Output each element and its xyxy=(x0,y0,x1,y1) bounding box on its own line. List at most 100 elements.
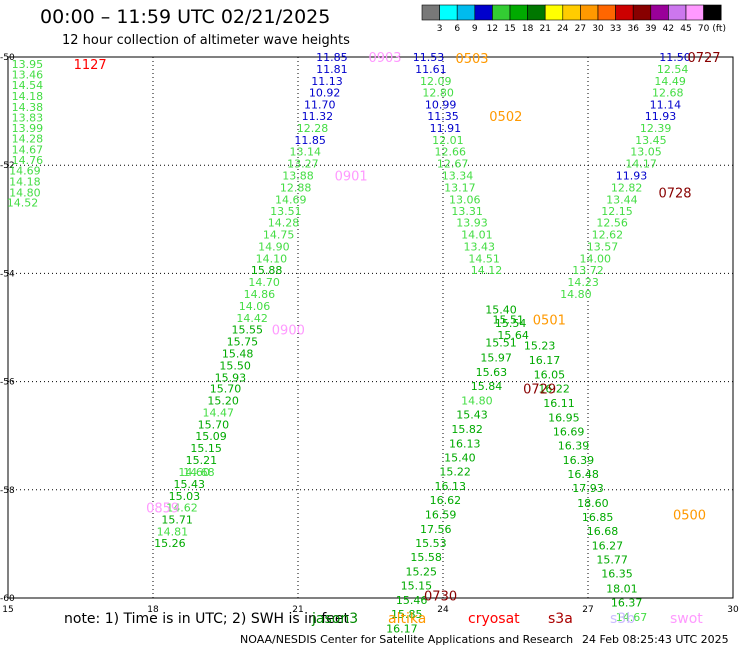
wave-height-label: 12.15 xyxy=(601,205,633,218)
wave-height-label: 14.38 xyxy=(12,101,44,114)
wave-height-label: 13.51 xyxy=(270,205,302,218)
wave-height-label: 14.81 xyxy=(157,525,189,538)
wave-height-label: 15.70 xyxy=(198,418,230,431)
wave-height-label: 15.09 xyxy=(195,430,227,443)
wave-height-label: 15.25 xyxy=(406,565,438,578)
x-tick-label: 24 xyxy=(437,605,449,615)
wave-height-label: 16.17 xyxy=(529,354,561,367)
wave-height-label: 12.54 xyxy=(657,63,689,76)
colorbar-swatch xyxy=(562,4,581,21)
wave-height-label: 15.54 xyxy=(495,317,527,330)
footer-credit: NOAA/NESDIS Center for Satellite Applica… xyxy=(240,633,574,646)
wave-height-label: 13.95 xyxy=(12,58,44,71)
time-annotation: 0903 xyxy=(368,51,401,66)
wave-height-label: 11.93 xyxy=(645,110,677,123)
wave-height-label: 16.39 xyxy=(563,454,595,467)
wave-height-label: 14.18 xyxy=(9,175,41,188)
wave-height-label: 15.85 xyxy=(391,608,423,621)
colorbar-swatch xyxy=(509,4,528,21)
wave-height-label: 11.85 xyxy=(316,51,348,64)
colorbar-label: 3 xyxy=(437,24,443,34)
wave-height-label: 11.50 xyxy=(659,51,691,64)
wave-height-label: 14.51 xyxy=(468,252,500,265)
colorbar-swatch xyxy=(492,4,511,21)
wave-height-label: 11.13 xyxy=(311,75,343,88)
wave-height-label: 15.70 xyxy=(210,383,242,396)
wave-height-label: 12.67 xyxy=(437,158,469,171)
wave-height-label: 14.90 xyxy=(258,240,290,253)
chart-subtitle: 12 hour collection of altimeter wave hei… xyxy=(62,33,350,48)
colorbar-swatch xyxy=(474,4,493,21)
colorbar-unit: (ft) xyxy=(712,24,726,34)
wave-height-label: 14.69 xyxy=(275,193,307,206)
colorbar-label: 24 xyxy=(557,24,569,34)
wave-height-label: 15.40 xyxy=(444,451,476,464)
wave-height-label: 11.61 xyxy=(415,63,447,76)
wave-height-label: 14.28 xyxy=(268,217,300,230)
wave-height-label: 15.51 xyxy=(493,313,525,326)
colorbar-swatch xyxy=(527,4,546,21)
colorbar-swatch xyxy=(580,4,599,21)
legend-altika: altika xyxy=(388,611,427,627)
time-annotation: 0900 xyxy=(272,324,305,339)
wave-height-label: 15.55 xyxy=(232,324,264,337)
wave-height-label: 16.22 xyxy=(538,383,570,396)
wave-height-label: 15.22 xyxy=(439,465,471,478)
colorbar-label: 70 xyxy=(698,24,710,34)
legend-swot: swot xyxy=(670,611,703,627)
wave-height-label: 15.15 xyxy=(190,442,222,455)
colorbar-swatch xyxy=(703,4,722,21)
wave-height-label: 14.69 xyxy=(9,165,41,178)
wave-height-label: 14.18 xyxy=(12,90,44,103)
colorbar-label: 42 xyxy=(663,24,674,34)
wave-height-label: 14.00 xyxy=(580,252,612,265)
time-annotation: 1127 xyxy=(74,58,107,73)
colorbar-swatch xyxy=(685,4,704,21)
wave-height-label: 16.17 xyxy=(386,622,418,635)
wave-height-label: 15.23 xyxy=(524,339,556,352)
wave-height-label: 16.62 xyxy=(430,494,462,507)
wave-height-label: 15.71 xyxy=(161,514,193,527)
wave-height-label: 11.93 xyxy=(616,169,648,182)
wave-height-label: 12.39 xyxy=(640,122,672,135)
time-annotation: 0728 xyxy=(658,186,691,201)
y-tick-label: -50 xyxy=(0,53,15,63)
wave-height-label: 16.27 xyxy=(592,540,624,553)
y-tick-label: -56 xyxy=(0,378,15,388)
wave-height-label: 13.43 xyxy=(464,240,496,253)
wave-height-label: 14.62 xyxy=(166,502,198,515)
wave-height-label: 15.20 xyxy=(207,395,239,408)
wave-height-label: 11.14 xyxy=(650,99,682,112)
wave-height-label: 14.68 xyxy=(183,466,215,479)
wave-height-label: 14.60 xyxy=(178,466,210,479)
wave-height-label: 15.43 xyxy=(174,478,206,491)
wave-height-label: 14.52 xyxy=(7,197,39,210)
wave-height-label: 12.66 xyxy=(435,146,467,159)
wave-height-label: 13.31 xyxy=(451,205,483,218)
wave-height-label: 14.10 xyxy=(256,252,288,265)
wave-height-label: 12.01 xyxy=(432,134,464,147)
legend-s3a: s3a xyxy=(548,611,573,627)
wave-height-label: 16.48 xyxy=(567,468,599,481)
colorbar-label: 30 xyxy=(592,24,604,34)
colorbar-label: 6 xyxy=(454,24,460,34)
wave-height-label: 14.17 xyxy=(625,158,657,171)
wave-height-label: 16.69 xyxy=(553,425,585,438)
wave-height-label: 15.40 xyxy=(485,304,517,317)
wave-height-label: 11.32 xyxy=(302,110,334,123)
wave-height-label: 14.42 xyxy=(236,312,268,325)
wave-height-label: 15.51 xyxy=(485,337,517,350)
y-tick-label: -54 xyxy=(0,269,15,279)
time-annotation: 0500 xyxy=(673,509,706,524)
wave-height-label: 13.99 xyxy=(12,122,44,135)
wave-height-label: 15.53 xyxy=(415,537,447,550)
wave-height-label: 16.68 xyxy=(587,525,619,538)
colorbar-label: 33 xyxy=(610,24,621,34)
wave-height-label: 15.93 xyxy=(215,371,247,384)
y-tick-label: -52 xyxy=(0,161,15,171)
wave-height-label: 12.09 xyxy=(420,75,452,88)
wave-height-label: 16.95 xyxy=(548,411,580,424)
wave-height-label: 15.46 xyxy=(396,594,428,607)
legend-s3b: s3b xyxy=(610,611,636,627)
wave-height-label: 16.59 xyxy=(425,509,457,522)
